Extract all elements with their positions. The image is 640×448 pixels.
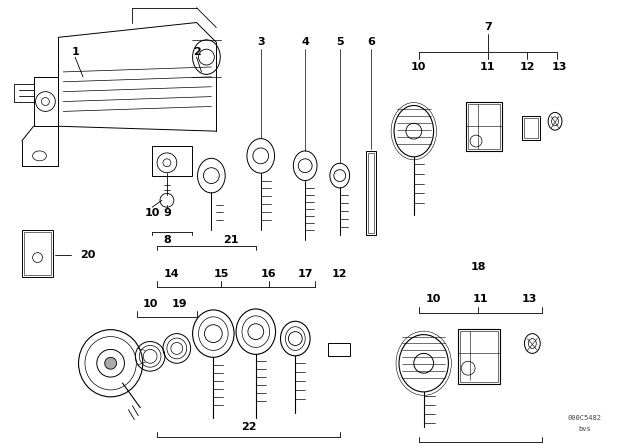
Text: 9: 9 — [163, 208, 171, 218]
Text: 1: 1 — [71, 47, 79, 57]
Text: 10: 10 — [145, 208, 160, 218]
Bar — [328, 344, 349, 356]
Text: bvs: bvs — [579, 426, 591, 432]
Text: 10: 10 — [143, 299, 158, 309]
Text: 18: 18 — [470, 263, 486, 272]
Bar — [522, 116, 540, 140]
Bar — [468, 103, 500, 149]
Text: 10: 10 — [426, 294, 441, 304]
Bar — [367, 151, 376, 235]
Text: 10: 10 — [411, 62, 426, 72]
Bar — [524, 118, 538, 138]
Text: 21: 21 — [223, 235, 239, 245]
Circle shape — [105, 358, 116, 369]
Bar — [152, 146, 191, 176]
Text: 5: 5 — [336, 37, 344, 47]
Text: 13: 13 — [522, 294, 537, 304]
Bar — [458, 329, 500, 384]
Bar — [466, 102, 502, 151]
Text: 16: 16 — [261, 269, 276, 280]
Text: 4: 4 — [301, 37, 309, 47]
Text: 11: 11 — [480, 62, 495, 72]
Text: 6: 6 — [367, 37, 375, 47]
Text: 3: 3 — [257, 37, 264, 47]
Text: 2: 2 — [193, 47, 200, 57]
Text: 11: 11 — [472, 294, 488, 304]
Text: 7: 7 — [484, 22, 492, 32]
Text: 19: 19 — [172, 299, 188, 309]
Text: 15: 15 — [214, 269, 229, 280]
Text: 12: 12 — [520, 62, 535, 72]
Text: 17: 17 — [298, 269, 313, 280]
Text: 8: 8 — [163, 235, 171, 245]
Text: 000C5482: 000C5482 — [568, 414, 602, 421]
Text: 20: 20 — [80, 250, 95, 259]
Bar — [369, 153, 374, 233]
Bar — [460, 331, 498, 382]
Text: 22: 22 — [241, 422, 257, 432]
Bar — [24, 232, 51, 276]
Text: 14: 14 — [164, 269, 180, 280]
Text: 12: 12 — [332, 269, 348, 280]
Bar — [22, 230, 53, 277]
Text: 13: 13 — [551, 62, 566, 72]
